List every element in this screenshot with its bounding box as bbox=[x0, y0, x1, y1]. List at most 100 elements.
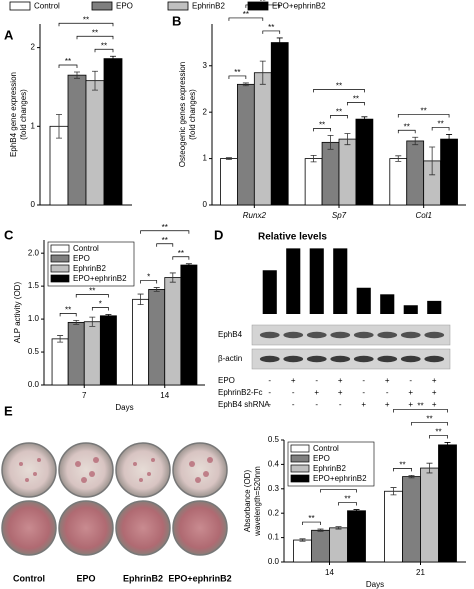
stain-spot bbox=[133, 462, 137, 466]
blot-band bbox=[400, 355, 421, 363]
bar bbox=[99, 315, 117, 386]
y-tick-label: 0.0 bbox=[28, 380, 40, 389]
condition-sign: - bbox=[268, 388, 271, 397]
stain-spot bbox=[203, 471, 209, 477]
legend-label: EPO bbox=[313, 454, 330, 463]
bar bbox=[132, 298, 150, 386]
error-bar bbox=[344, 133, 351, 146]
error-bar bbox=[353, 509, 360, 513]
legend-label: EPO+ephrinB2 bbox=[313, 474, 367, 483]
error-bar bbox=[426, 462, 433, 474]
bar bbox=[293, 539, 312, 563]
dish-photo bbox=[58, 442, 114, 498]
condition-label: EphB4 shRNA bbox=[218, 400, 270, 409]
y-axis-label: Absorbance (OD) bbox=[243, 470, 252, 533]
y-axis-label: (fold changes) bbox=[19, 89, 28, 140]
bar bbox=[427, 300, 442, 314]
y-tick-label: 2.0 bbox=[28, 248, 40, 257]
bar bbox=[85, 80, 105, 206]
legend-label: EphrinB2 bbox=[313, 464, 346, 473]
y-tick-label: 1 bbox=[203, 154, 208, 163]
bar bbox=[67, 74, 87, 206]
significance-label: ** bbox=[65, 57, 71, 66]
bar bbox=[355, 118, 374, 206]
dish-label: EPO+ephrinB2 bbox=[168, 573, 231, 583]
bar bbox=[83, 321, 101, 386]
y-axis-label: wavelength=520nm bbox=[253, 466, 262, 537]
stain-spot bbox=[93, 457, 99, 463]
bar bbox=[67, 321, 85, 386]
error-bar bbox=[276, 37, 283, 48]
dish-photo bbox=[1, 500, 57, 556]
y-tick-label: 0.2 bbox=[268, 508, 280, 517]
dish-photo bbox=[1, 442, 57, 498]
bar bbox=[286, 248, 301, 314]
error-bar bbox=[317, 528, 324, 532]
condition-sign: + bbox=[361, 400, 366, 409]
legend-swatch bbox=[167, 1, 189, 11]
significance-label: * bbox=[99, 300, 102, 309]
chart-title: Relative levels bbox=[258, 232, 327, 243]
condition-sign: - bbox=[292, 388, 295, 397]
condition-sign: - bbox=[362, 388, 365, 397]
significance-bracket bbox=[431, 127, 450, 131]
blot-band bbox=[377, 355, 398, 363]
condition-sign: - bbox=[386, 388, 389, 397]
legend-label: EPO+ephrinB2 bbox=[272, 2, 326, 11]
bar bbox=[270, 42, 289, 206]
significance-label: ** bbox=[260, 0, 266, 6]
legend-label: EPO bbox=[116, 2, 133, 11]
bar bbox=[51, 338, 69, 386]
significance-label: * bbox=[147, 273, 150, 282]
bar bbox=[338, 138, 357, 206]
bar bbox=[148, 289, 166, 386]
significance-label: ** bbox=[243, 10, 249, 19]
significance-bracket bbox=[245, 4, 281, 8]
condition-sign: + bbox=[432, 400, 437, 409]
legend-swatch bbox=[50, 254, 70, 263]
stain-spot bbox=[139, 478, 143, 482]
significance-bracket bbox=[262, 30, 281, 34]
condition-sign: + bbox=[314, 388, 319, 397]
error-bar bbox=[169, 272, 176, 283]
bar bbox=[420, 467, 439, 563]
blot-band bbox=[424, 355, 445, 363]
blot-band bbox=[353, 331, 374, 339]
legend-label: EphrinB2 bbox=[192, 2, 225, 11]
blot-label: β-actin bbox=[218, 354, 242, 363]
error-bar bbox=[74, 71, 80, 79]
blot-strip bbox=[251, 324, 451, 346]
significance-bracket bbox=[59, 313, 77, 317]
significance-bracket bbox=[393, 468, 412, 472]
significance-label: ** bbox=[65, 306, 71, 315]
condition-sign: + bbox=[291, 376, 296, 385]
error-bar bbox=[89, 316, 96, 327]
error-bar bbox=[137, 293, 144, 305]
significance-bracket bbox=[172, 256, 190, 260]
blot-band bbox=[330, 331, 351, 339]
significance-bracket bbox=[140, 280, 158, 284]
significance-label: ** bbox=[89, 287, 95, 296]
condition-sign: + bbox=[385, 376, 390, 385]
blot-band bbox=[330, 355, 351, 363]
significance-label: ** bbox=[344, 495, 350, 504]
condition-label: EPO bbox=[218, 376, 235, 385]
legend-label: Control bbox=[34, 2, 60, 11]
x-tick-label: Runx2 bbox=[243, 211, 267, 220]
dish-photo bbox=[115, 442, 171, 498]
y-tick-label: 1 bbox=[31, 121, 36, 130]
error-bar bbox=[335, 526, 342, 530]
bar bbox=[236, 83, 255, 206]
error-bar bbox=[395, 155, 402, 162]
significance-label: ** bbox=[268, 23, 274, 32]
significance-bracket bbox=[397, 114, 450, 118]
x-axis-label: Days bbox=[115, 403, 133, 412]
blot-band bbox=[306, 355, 327, 363]
significance-label: ** bbox=[353, 94, 359, 103]
significance-bracket bbox=[76, 35, 114, 40]
error-bar bbox=[153, 287, 160, 292]
blot-band bbox=[259, 355, 280, 363]
blot-label: EphB4 bbox=[218, 330, 243, 339]
error-bar bbox=[110, 55, 116, 62]
